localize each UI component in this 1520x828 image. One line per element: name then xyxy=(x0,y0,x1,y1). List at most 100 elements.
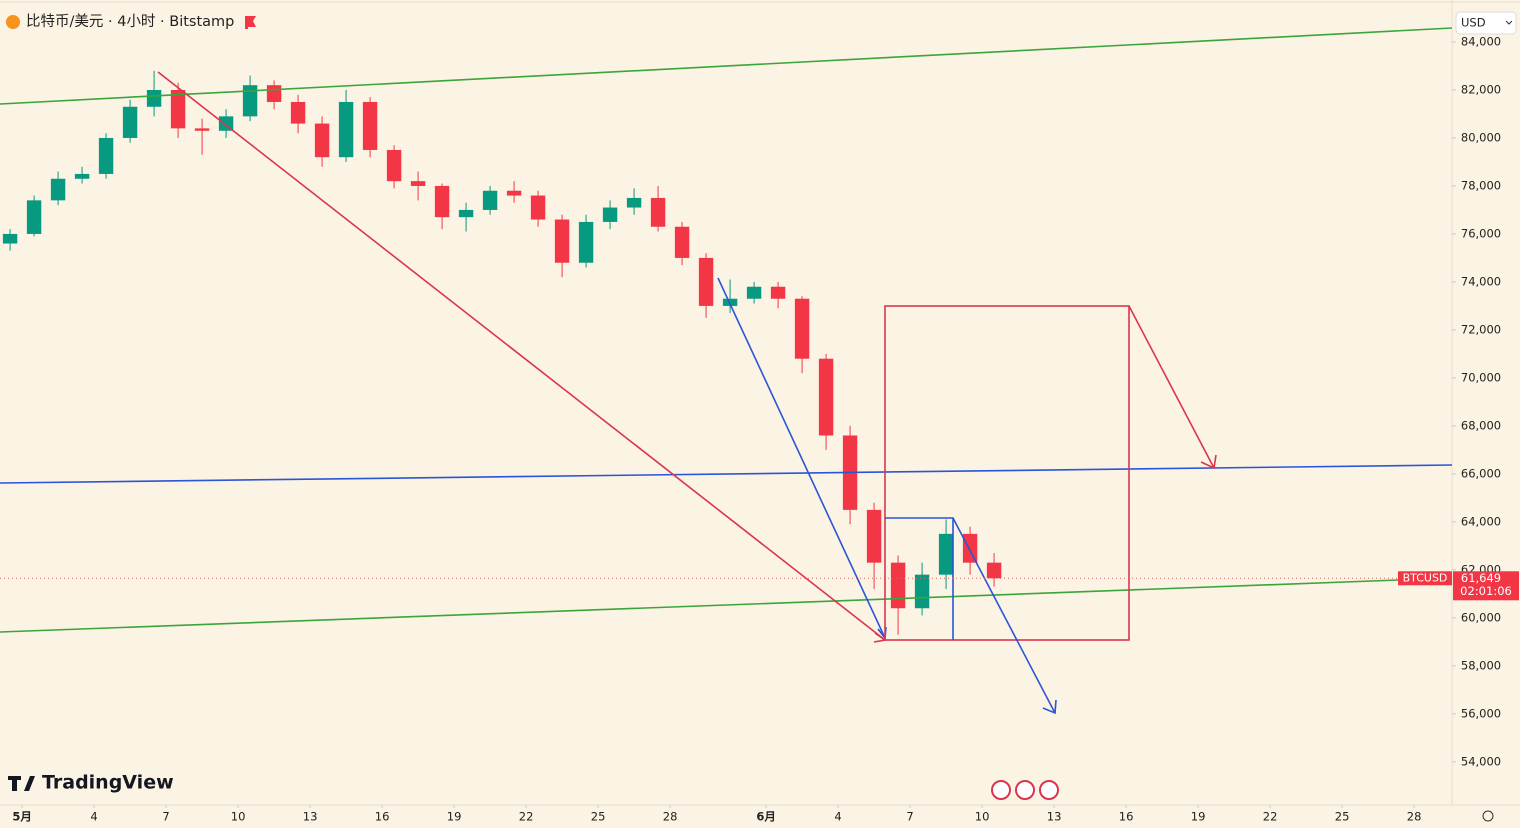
brand: TradingView xyxy=(42,772,174,794)
candle-body xyxy=(242,85,258,117)
y-tick-label: 84,000 xyxy=(1461,34,1501,48)
candle-body xyxy=(170,89,186,129)
y-tick-label: 76,000 xyxy=(1461,226,1501,240)
candle-body xyxy=(338,101,354,158)
x-tick-label: 7 xyxy=(162,810,169,824)
candle-body xyxy=(770,286,786,299)
currency-select[interactable] xyxy=(1455,11,1517,35)
candle-body xyxy=(650,197,666,227)
trend-line xyxy=(157,71,886,641)
chart-title: 比特币/美元 · 4小时 · Bitstamp xyxy=(26,13,234,30)
candle-body xyxy=(50,178,66,201)
candle-body xyxy=(986,562,1002,579)
trend-line xyxy=(0,577,1453,633)
candle-body xyxy=(506,190,522,196)
x-tick-label: 28 xyxy=(1407,810,1422,824)
y-tick-label: 56,000 xyxy=(1461,706,1501,720)
candle-body xyxy=(626,197,642,208)
candle-body xyxy=(410,181,426,186)
x-tick-label: 22 xyxy=(519,810,534,824)
arrow-head xyxy=(1200,454,1217,470)
y-tick-label: 60,000 xyxy=(1461,610,1501,624)
candle-body xyxy=(74,173,90,179)
x-tick-label: 16 xyxy=(1119,810,1134,824)
x-tick-label: 13 xyxy=(303,810,318,824)
y-tick-label: 66,000 xyxy=(1461,466,1501,480)
y-tick-label: 78,000 xyxy=(1461,178,1501,192)
x-tick-label: 25 xyxy=(1335,810,1350,824)
candle-body xyxy=(554,219,570,263)
x-tick-label: 25 xyxy=(591,810,606,824)
plot xyxy=(2,70,1002,635)
settings-icon[interactable] xyxy=(1482,810,1494,822)
candle-body xyxy=(938,533,954,575)
y-tick-label: 80,000 xyxy=(1461,130,1501,144)
candle-body xyxy=(386,149,402,182)
y-tick-label: 70,000 xyxy=(1461,370,1501,384)
event-icon[interactable] xyxy=(1015,780,1035,800)
candle-body xyxy=(194,128,210,131)
y-tick-label: 82,000 xyxy=(1461,82,1501,96)
y-tick-label: 74,000 xyxy=(1461,274,1501,288)
x-tick-label: 6月 xyxy=(756,810,776,824)
event-icon[interactable] xyxy=(1039,780,1059,800)
flag-icon xyxy=(245,16,256,29)
event-icon[interactable] xyxy=(991,780,1011,800)
candle-body xyxy=(458,209,474,218)
candle-body xyxy=(362,101,378,150)
x-tick-label: 22 xyxy=(1263,810,1278,824)
candle-body xyxy=(146,89,162,107)
symbol-label: BTCUSD xyxy=(1403,571,1448,584)
candle-body xyxy=(290,101,306,124)
candle-body xyxy=(434,185,450,218)
candle-body xyxy=(890,562,906,609)
event-icons xyxy=(991,780,1059,800)
candle-body xyxy=(794,298,810,359)
candle-body xyxy=(674,226,690,258)
candle-body xyxy=(578,221,594,263)
y-tick-label: 54,000 xyxy=(1461,754,1501,768)
last-price-label: 61,649 xyxy=(1461,571,1501,585)
countdown: 02:01:06 xyxy=(1460,584,1512,598)
trend-line xyxy=(0,27,1453,105)
x-tick-label: 7 xyxy=(906,810,913,824)
currency[interactable]: USD xyxy=(1461,16,1486,30)
y-tick-label: 72,000 xyxy=(1461,322,1501,336)
candle-body xyxy=(530,195,546,220)
x-tick-label: 28 xyxy=(663,810,678,824)
candle-body xyxy=(98,137,114,174)
candle-body xyxy=(962,533,978,563)
y-tick-label: 58,000 xyxy=(1461,658,1501,672)
x-tick-label: 19 xyxy=(447,810,462,824)
x-tick-label: 10 xyxy=(231,810,246,824)
price-tag xyxy=(1453,571,1519,601)
candle-body xyxy=(2,233,18,244)
candle-body xyxy=(314,123,330,158)
candle-body xyxy=(122,106,138,138)
y-tick-label: 64,000 xyxy=(1461,514,1501,528)
candle-body xyxy=(482,190,498,210)
x-tick-label: 10 xyxy=(975,810,990,824)
x-tick-label: 4 xyxy=(90,810,97,824)
x-tick-label: 4 xyxy=(834,810,841,824)
symbol-tag xyxy=(1398,571,1452,586)
logo-mark xyxy=(8,776,35,791)
x-tick-label: 16 xyxy=(375,810,390,824)
candle-body xyxy=(818,358,834,436)
candle-body xyxy=(266,85,282,102)
horizontal-line xyxy=(0,464,1453,484)
y-tick-label: 68,000 xyxy=(1461,418,1501,432)
candle-body xyxy=(914,574,930,609)
arrow-line xyxy=(1128,305,1215,469)
candle-body xyxy=(866,509,882,563)
chevron[interactable] xyxy=(1505,20,1513,25)
drawings xyxy=(0,27,1453,715)
arrow-head xyxy=(1042,699,1057,715)
candle-body xyxy=(26,200,42,234)
candle-body xyxy=(602,207,618,222)
target-box xyxy=(884,305,1130,641)
arrow-line xyxy=(952,517,1056,714)
candle-body xyxy=(698,257,714,306)
